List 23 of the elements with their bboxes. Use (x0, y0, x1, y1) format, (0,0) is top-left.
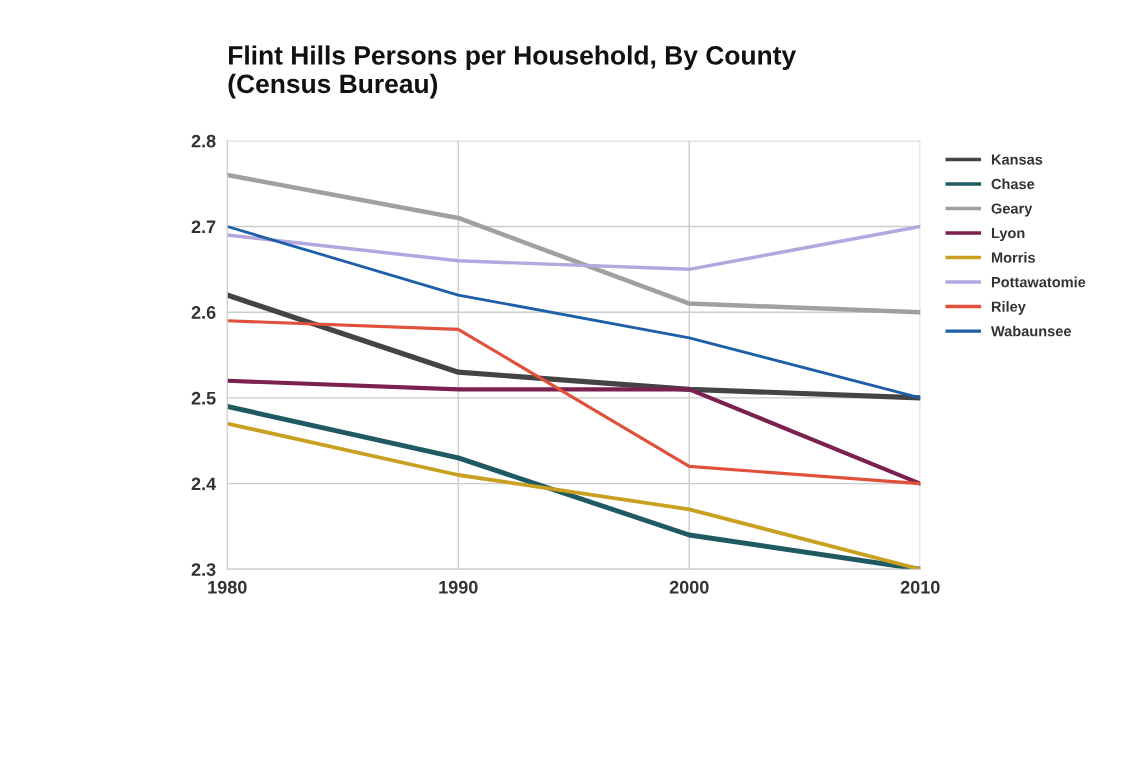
line-series (227, 225, 921, 400)
line-series (227, 172, 921, 315)
legend-label: Wabaunsee (991, 325, 1071, 337)
y-tick-label: 2.6 (191, 306, 216, 319)
legend-label: Geary (991, 203, 1033, 217)
y-tick-label: 2.5 (191, 391, 216, 405)
x-tick-label: 2010 (900, 580, 940, 594)
chart-title: Flint Hills Persons per Household, By County (Census Bureau) (228, 45, 796, 99)
y-tick-label: 2.8 (191, 134, 216, 148)
y-tick-label: 2.7 (191, 220, 216, 234)
y-tick-label: 2.4 (191, 477, 217, 491)
x-tick-label: 1980 (208, 580, 247, 594)
line-series (227, 224, 921, 272)
x-tick-label: 1990 (439, 580, 478, 594)
legend-label: Chase (991, 178, 1035, 190)
legend-label: Riley (991, 301, 1026, 315)
line-series (227, 319, 921, 486)
x-tick-label: 2000 (669, 580, 709, 594)
legend-label: Morris (991, 252, 1035, 263)
legend-label: Kansas (991, 154, 1043, 165)
legend-label: Pottawatomie (991, 276, 1086, 288)
y-tick-label: 2.3 (191, 563, 216, 577)
legend-label: Lyon (991, 228, 1025, 242)
